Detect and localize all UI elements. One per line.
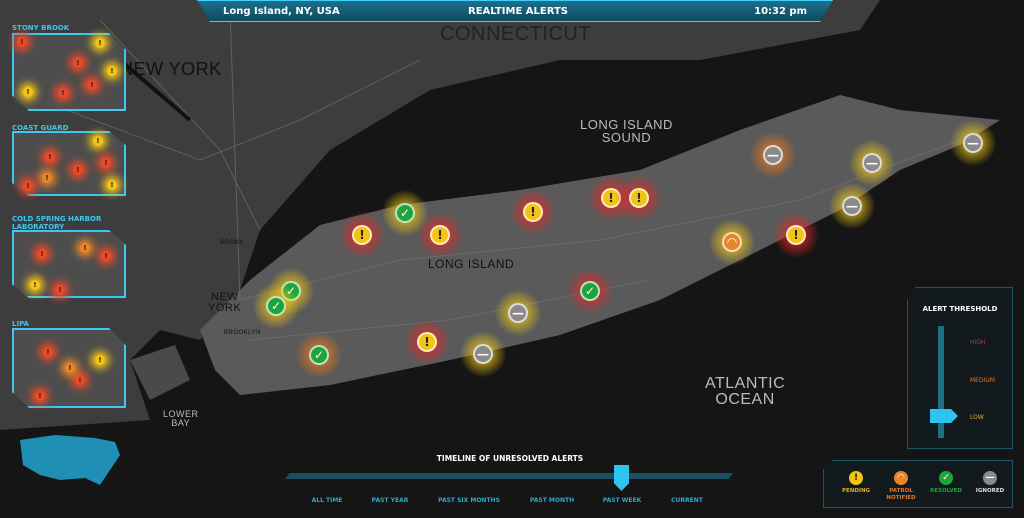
label-connecticut: CONNECTICUT — [440, 23, 592, 45]
mini-alert-marker: ! — [23, 87, 33, 97]
alert-marker-pending[interactable]: ! — [430, 225, 450, 245]
threshold-title: ALERT THRESHOLD — [922, 305, 998, 313]
mini-alert-marker: ! — [73, 58, 83, 68]
header-bar: Long Island, NY, USA REALTIME ALERTS 10:… — [197, 0, 833, 22]
mini-alert-marker: ! — [107, 66, 117, 76]
alert-marker-resolved[interactable]: ✓ — [266, 296, 286, 316]
wifi-icon: ◠ — [894, 471, 908, 485]
mini-alert-marker: ! — [101, 251, 111, 261]
timeline-option[interactable]: PAST WEEK — [602, 497, 642, 504]
label-new-york-state: NEW YORK — [120, 59, 222, 79]
mini-alert-marker: ! — [95, 355, 105, 365]
mini-alert-marker: ! — [23, 181, 33, 191]
header-location: Long Island, NY, USA — [223, 6, 340, 17]
alert-marker-ignored[interactable]: — — [508, 303, 528, 323]
legend-panel: ! PENDING ◠ PATROL NOTIFIED ✓ RESOLVED — IGN… — [823, 460, 1013, 508]
minus-icon: — — [983, 471, 997, 485]
mini-alert-marker: ! — [17, 37, 27, 47]
timeline-option[interactable]: PAST YEAR — [371, 497, 409, 504]
threshold-track[interactable] — [938, 326, 944, 438]
mini-alert-marker: ! — [43, 347, 53, 357]
alert-marker-patrol[interactable]: ◠ — [722, 232, 742, 252]
mini-alert-marker: ! — [55, 285, 65, 295]
alert-marker-ignored[interactable]: — — [963, 133, 983, 153]
timeline-option[interactable]: ALL TIME — [311, 497, 343, 504]
legend-resolved: ✓ RESOLVED — [930, 471, 962, 494]
alert-marker-pending[interactable]: ! — [352, 225, 372, 245]
panel-label-coast-guard: COAST GUARD — [12, 124, 69, 132]
panel-cold-spring[interactable] — [12, 230, 126, 298]
us-map-icon — [20, 435, 120, 485]
check-icon: ✓ — [939, 471, 953, 485]
mini-alert-marker: ! — [107, 180, 117, 190]
panel-label-stony-brook: STONY BROOK — [12, 24, 70, 32]
label-lower-bay: LOWER BAY — [163, 409, 199, 428]
label-long-island: LONG ISLAND — [428, 257, 515, 271]
legend-pending: ! PENDING — [841, 471, 871, 494]
threshold-slider-handle[interactable] — [930, 409, 958, 423]
alert-marker-pending[interactable]: ! — [523, 202, 543, 222]
mini-alert-marker: ! — [75, 375, 85, 385]
mini-alert-marker: ! — [42, 173, 52, 183]
alert-marker-ignored[interactable]: — — [763, 145, 783, 165]
label-atlantic: ATLANTIC OCEAN — [705, 375, 786, 408]
alert-marker-pending[interactable]: ! — [417, 332, 437, 352]
alert-marker-ignored[interactable]: — — [862, 153, 882, 173]
mini-alert-marker: ! — [80, 243, 90, 253]
mini-alert-marker: ! — [73, 165, 83, 175]
header-title: REALTIME ALERTS — [468, 6, 569, 17]
alert-marker-resolved[interactable]: ✓ — [395, 203, 415, 223]
timeline-option[interactable]: PAST SIX MONTHS — [438, 497, 500, 504]
timeline-option[interactable]: CURRENT — [671, 497, 703, 504]
alert-marker-pending[interactable]: ! — [786, 225, 806, 245]
label-brooklyn: BROOKLYN — [224, 330, 261, 336]
mini-alert-marker: ! — [30, 280, 40, 290]
mini-alert-marker: ! — [37, 249, 47, 259]
timeline-option[interactable]: PAST MONTH — [529, 497, 575, 504]
header-time: 10:32 pm — [754, 6, 807, 17]
label-li-sound: LONG ISLAND SOUND — [580, 117, 673, 145]
alert-marker-ignored[interactable]: — — [842, 196, 862, 216]
alert-threshold-panel: ALERT THRESHOLD HIGH MEDIUM LOW — [907, 287, 1013, 449]
staten-island — [130, 345, 190, 400]
timeline-title: TIMELINE OF UNRESOLVED ALERTS — [436, 454, 584, 463]
long-island — [200, 95, 1000, 395]
threshold-medium[interactable]: MEDIUM — [970, 377, 995, 384]
exclamation-icon: ! — [849, 471, 863, 485]
mainland — [0, 0, 880, 430]
legend-patrol-notified: ◠ PATROL NOTIFIED — [886, 471, 916, 501]
threshold-high[interactable]: HIGH — [970, 339, 986, 346]
threshold-low[interactable]: LOW — [970, 414, 984, 421]
alert-marker-ignored[interactable]: — — [473, 344, 493, 364]
timeline-track[interactable] — [285, 473, 733, 479]
alert-marker-pending[interactable]: ! — [629, 188, 649, 208]
mini-alert-marker: ! — [65, 363, 75, 373]
mini-alert-marker: ! — [87, 80, 97, 90]
alert-marker-resolved[interactable]: ✓ — [309, 345, 329, 365]
timeline-slider-handle[interactable] — [614, 465, 629, 491]
panel-label-lipa: LIPA — [12, 320, 29, 328]
mini-alert-marker: ! — [45, 152, 55, 162]
mini-alert-marker: ! — [35, 391, 45, 401]
mini-alert-marker: ! — [58, 88, 68, 98]
legend-ignored: — IGNORED — [975, 471, 1005, 494]
label-new-york-city: NEW YORK — [208, 291, 242, 314]
mini-alert-marker: ! — [101, 158, 111, 168]
alert-marker-resolved[interactable]: ✓ — [580, 281, 600, 301]
panel-label-cold-spring: COLD SPRING HARBOR LABORATORY — [12, 215, 102, 231]
label-bronx: BRONX — [220, 240, 244, 246]
mini-alert-marker: ! — [95, 38, 105, 48]
mini-alert-marker: ! — [93, 136, 103, 146]
